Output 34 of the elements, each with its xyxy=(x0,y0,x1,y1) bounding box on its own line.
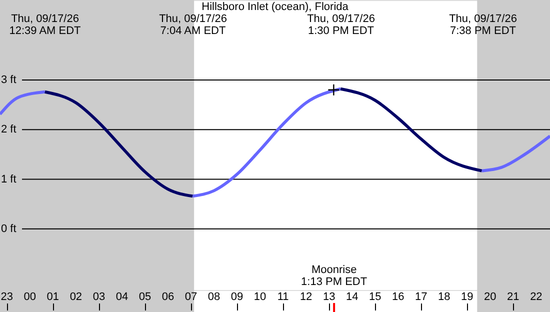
x-tick-label: 02 xyxy=(70,291,82,303)
x-tick-label: 10 xyxy=(254,291,266,303)
y-tick-label: 2 ft xyxy=(1,124,16,136)
annotation: Thu, 09/17/26 12:39 AM EDT xyxy=(9,13,82,37)
x-tick-label: 13 xyxy=(322,291,336,303)
x-tick-label: 23 xyxy=(0,291,14,303)
chart-title: Hillsboro Inlet (ocean), Florida xyxy=(202,1,350,13)
x-tick-label: 08 xyxy=(208,291,220,303)
x-tick-label: 16 xyxy=(392,291,404,303)
x-tick-label: 04 xyxy=(116,291,128,303)
annotation: Thu, 09/17/26 1:30 PM EDT xyxy=(307,13,375,37)
x-tick-label: 07 xyxy=(184,291,198,303)
x-tick-label: 03 xyxy=(92,291,106,303)
y-tick-label: 1 ft xyxy=(1,173,16,186)
x-tick-label: 18 xyxy=(438,291,450,303)
x-tick-label: 11 xyxy=(277,291,289,303)
x-tick-label: 15 xyxy=(368,291,382,303)
x-tick-label: 14 xyxy=(346,291,358,303)
x-tick-label: 19 xyxy=(461,291,474,303)
x-tick-label: 17 xyxy=(415,291,428,303)
annotation: Thu, 09/17/26 7:04 AM EDT xyxy=(159,13,227,37)
y-tick-label: 0 ft xyxy=(1,222,16,235)
ref-line-label: Moonrise 1:13 PM EDT xyxy=(301,264,368,288)
y-tick-label: 3 ft xyxy=(1,74,16,86)
x-tick-label: 00 xyxy=(24,291,36,303)
x-tick-label: 22 xyxy=(530,291,542,303)
x-tick-label: 06 xyxy=(162,291,174,303)
x-tick-label: 09 xyxy=(230,291,244,303)
x-tick-label: 12 xyxy=(300,291,312,303)
x-tick-label: 05 xyxy=(138,291,152,303)
x-tick-label: 01 xyxy=(46,291,60,303)
x-tick-label: 20 xyxy=(484,291,496,303)
x-tick-label: 21 xyxy=(507,291,520,303)
annotation: Thu, 09/17/26 7:38 PM EDT xyxy=(449,13,517,37)
